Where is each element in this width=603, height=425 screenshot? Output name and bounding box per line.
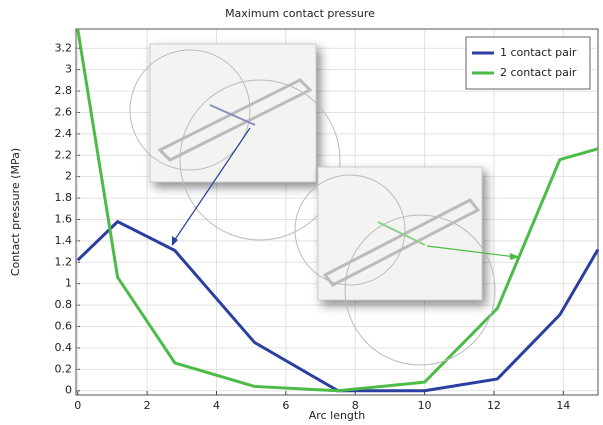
y-tick-label: 0.2 xyxy=(55,362,73,375)
y-tick-label: 2.6 xyxy=(55,105,73,118)
y-axis-label: Contact pressure (MPa) xyxy=(9,148,22,276)
x-tick-label: 4 xyxy=(213,399,220,412)
legend-label: 2 contact pair xyxy=(500,66,577,79)
y-tick-label: 2.4 xyxy=(55,127,73,140)
legend-box xyxy=(466,37,590,89)
y-tick-label: 1.6 xyxy=(55,212,73,225)
y-tick-label: 1.8 xyxy=(55,191,73,204)
legend: 1 contact pair 2 contact pair xyxy=(466,37,590,89)
x-tick-label: 12 xyxy=(487,399,501,412)
x-tick-label: 2 xyxy=(144,399,151,412)
x-tick-label: 8 xyxy=(352,399,359,412)
y-tick-label: 3 xyxy=(65,63,72,76)
y-tick-label: 0.6 xyxy=(55,320,73,333)
y-tick-label: 1 xyxy=(65,277,72,290)
y-tick-label: 0 xyxy=(65,384,72,397)
x-tick-label: 10 xyxy=(418,399,432,412)
x-tick-label: 6 xyxy=(282,399,289,412)
y-tick-label: 0.8 xyxy=(55,298,73,311)
y-tick-label: 2 xyxy=(65,170,72,183)
x-tick-label: 14 xyxy=(556,399,570,412)
legend-label: 1 contact pair xyxy=(500,46,577,59)
chart: Maximum contact pressure Arc length Cont… xyxy=(0,0,603,425)
y-tick-label: 1.4 xyxy=(55,234,73,247)
y-tick-label: 3.2 xyxy=(55,41,73,54)
y-tick-label: 0.4 xyxy=(55,341,73,354)
x-tick-label: 0 xyxy=(74,399,81,412)
y-tick-label: 1.2 xyxy=(55,255,73,268)
y-tick-label: 2.2 xyxy=(55,148,73,161)
y-tick-label: 2.8 xyxy=(55,84,73,97)
chart-title: Maximum contact pressure xyxy=(225,7,375,20)
